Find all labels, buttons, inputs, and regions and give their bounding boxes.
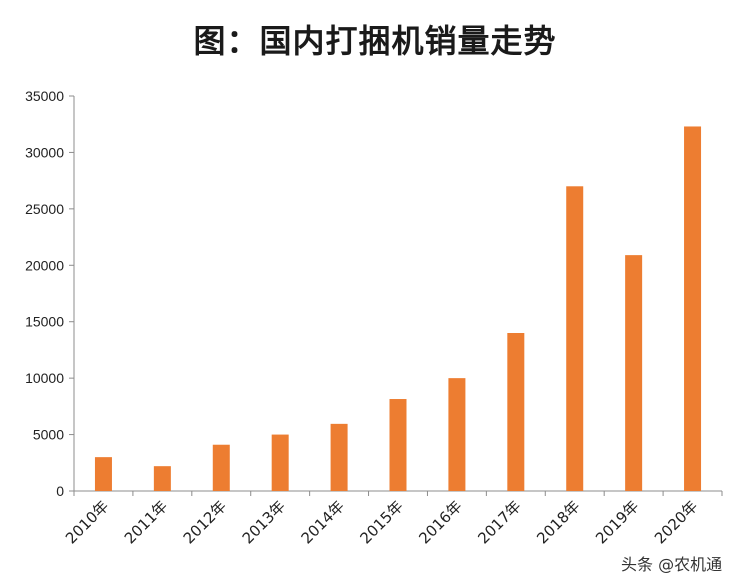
watermark: 头条 @农机通	[613, 548, 731, 578]
bar	[684, 126, 702, 491]
x-tick-label: 2010年	[62, 497, 112, 547]
bar	[94, 457, 112, 491]
bar	[507, 333, 525, 491]
y-tick-label: 25000	[25, 201, 64, 217]
x-tick-label: 2019年	[592, 497, 642, 547]
y-tick-label: 10000	[25, 370, 64, 386]
x-tick-label: 2020年	[651, 497, 701, 547]
x-tick-label: 2016年	[415, 497, 465, 547]
bar	[625, 255, 643, 491]
bar	[212, 444, 230, 491]
bar	[271, 434, 289, 491]
x-tick-label: 2017年	[474, 497, 524, 547]
y-tick-label: 30000	[25, 144, 64, 160]
y-tick-label: 15000	[25, 314, 64, 330]
x-axis: 2010年 2011年 2012年 2013年 2014年 2015年 2016年 2017年…	[62, 490, 723, 547]
bar	[448, 378, 466, 491]
y-tick-label: 35000	[25, 88, 64, 104]
x-tick-label: 2013年	[239, 497, 289, 547]
chart-title: 图：国内打捆机销量走势	[193, 22, 557, 60]
bar	[153, 466, 171, 491]
y-axis: 0 5000 10000 15000 20000 25000 30000 35000	[25, 88, 75, 499]
x-tick-label: 2012年	[180, 497, 230, 547]
y-tick-label: 5000	[33, 427, 64, 443]
x-tick-label: 2011年	[121, 497, 171, 547]
x-tick-label: 2018年	[533, 497, 583, 547]
bar	[389, 399, 407, 491]
y-tick-label: 0	[56, 483, 64, 499]
x-tick-label: 2014年	[298, 497, 348, 547]
x-tick-label: 2015年	[356, 497, 406, 547]
bar	[330, 423, 348, 491]
y-tick-label: 20000	[25, 257, 64, 273]
bar	[566, 186, 584, 492]
bars	[94, 126, 702, 492]
